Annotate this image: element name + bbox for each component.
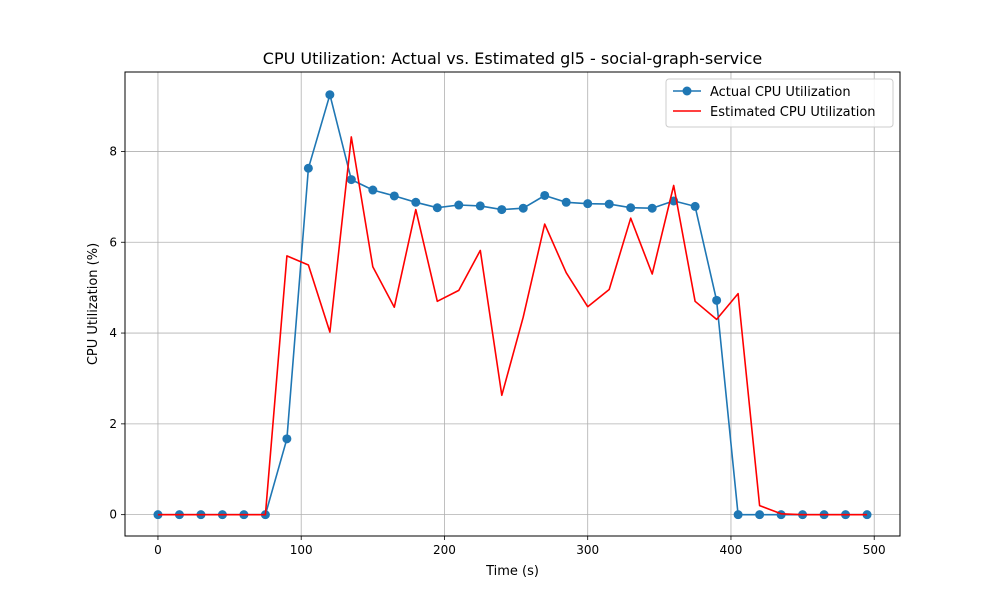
data-point-actual xyxy=(561,197,571,207)
x-tick-label: 500 xyxy=(863,543,886,557)
data-point-actual xyxy=(346,175,356,185)
data-point-actual xyxy=(303,163,313,173)
data-point-actual xyxy=(540,190,550,200)
legend-label-estimated: Estimated CPU Utilization xyxy=(710,105,876,120)
legend-marker-actual xyxy=(682,86,692,96)
data-point-actual xyxy=(626,203,636,213)
plot-area xyxy=(125,72,900,536)
data-point-actual xyxy=(475,201,485,211)
series-line-actual xyxy=(157,93,868,516)
series-line-estimated xyxy=(157,136,868,516)
data-point-actual xyxy=(690,201,700,211)
y-tick-label: 2 xyxy=(109,417,117,431)
x-axis-label: Time (s) xyxy=(485,564,539,579)
y-tick-label: 8 xyxy=(109,144,117,158)
x-tick-label: 0 xyxy=(154,543,162,557)
data-point-actual xyxy=(604,199,614,209)
y-tick-label: 0 xyxy=(109,508,117,522)
plot-frame xyxy=(124,71,901,537)
data-point-actual xyxy=(497,205,507,215)
y-axis-label: CPU Utilization (%) xyxy=(86,243,101,365)
data-point-actual xyxy=(432,203,442,213)
data-point-actual xyxy=(733,510,743,520)
axis-ticks: 0 100 200 300 400 500 0 2 4 6 8 xyxy=(109,144,885,557)
data-point-actual xyxy=(389,191,399,201)
data-point-actual xyxy=(518,203,528,213)
data-point-actual xyxy=(583,199,593,209)
chart-title: CPU Utilization: Actual vs. Estimated gl… xyxy=(263,49,762,68)
x-tick-label: 100 xyxy=(290,543,313,557)
data-point-actual xyxy=(755,510,765,520)
data-point-actual xyxy=(454,200,464,210)
legend: Actual CPU Utilization Estimated CPU Uti… xyxy=(665,78,894,128)
x-tick-label: 400 xyxy=(720,543,743,557)
data-point-actual xyxy=(325,90,335,100)
x-tick-label: 200 xyxy=(433,543,456,557)
data-point-actual xyxy=(368,185,378,195)
legend-box xyxy=(665,78,894,128)
x-tick-label: 300 xyxy=(576,543,599,557)
y-tick-label: 4 xyxy=(109,326,117,340)
y-tick-label: 6 xyxy=(109,235,117,249)
data-point-actual xyxy=(411,197,421,207)
data-point-actual xyxy=(712,295,722,305)
legend-label-actual: Actual CPU Utilization xyxy=(710,85,851,100)
data-point-actual xyxy=(282,434,292,444)
series-layer xyxy=(153,90,872,520)
data-point-actual xyxy=(647,203,657,213)
